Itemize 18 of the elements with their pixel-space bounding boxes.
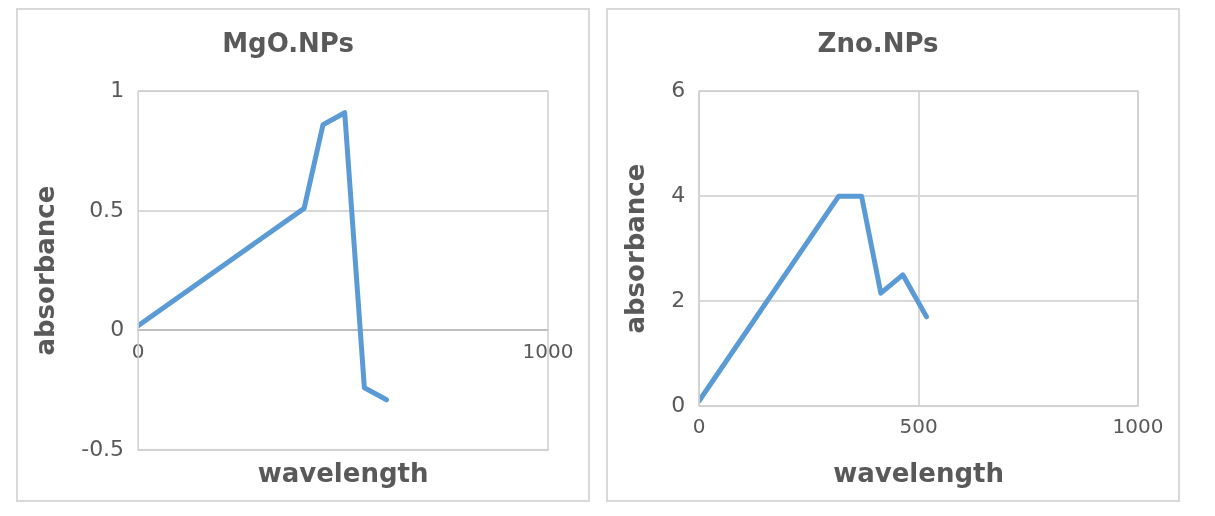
chart-title: MgO.NPs xyxy=(222,28,354,59)
y-tick-label: 1 xyxy=(110,76,125,102)
x-tick-label: 1000 xyxy=(522,338,574,363)
y-tick-label: 2 xyxy=(671,286,686,312)
x-tick-label: 1000 xyxy=(1112,414,1164,439)
y-tick-label: 0.5 xyxy=(89,196,125,222)
x-axis-title: wavelength xyxy=(257,457,429,488)
y-tick-label: 0 xyxy=(110,316,125,342)
x-tick-label: 0 xyxy=(692,414,706,439)
x-tick-label: 500 xyxy=(899,414,938,439)
x-axis-title: wavelength xyxy=(833,457,1004,488)
y-tick-label: -0.5 xyxy=(81,435,125,461)
y-tick-label: 4 xyxy=(671,181,686,207)
y-axis-title: absorbance xyxy=(30,185,61,356)
y-tick-label: 0 xyxy=(671,391,686,417)
y-tick-label: 6 xyxy=(671,76,686,102)
y-axis-title: absorbance xyxy=(620,163,651,334)
chart-title: Zno.NPs xyxy=(817,28,939,59)
